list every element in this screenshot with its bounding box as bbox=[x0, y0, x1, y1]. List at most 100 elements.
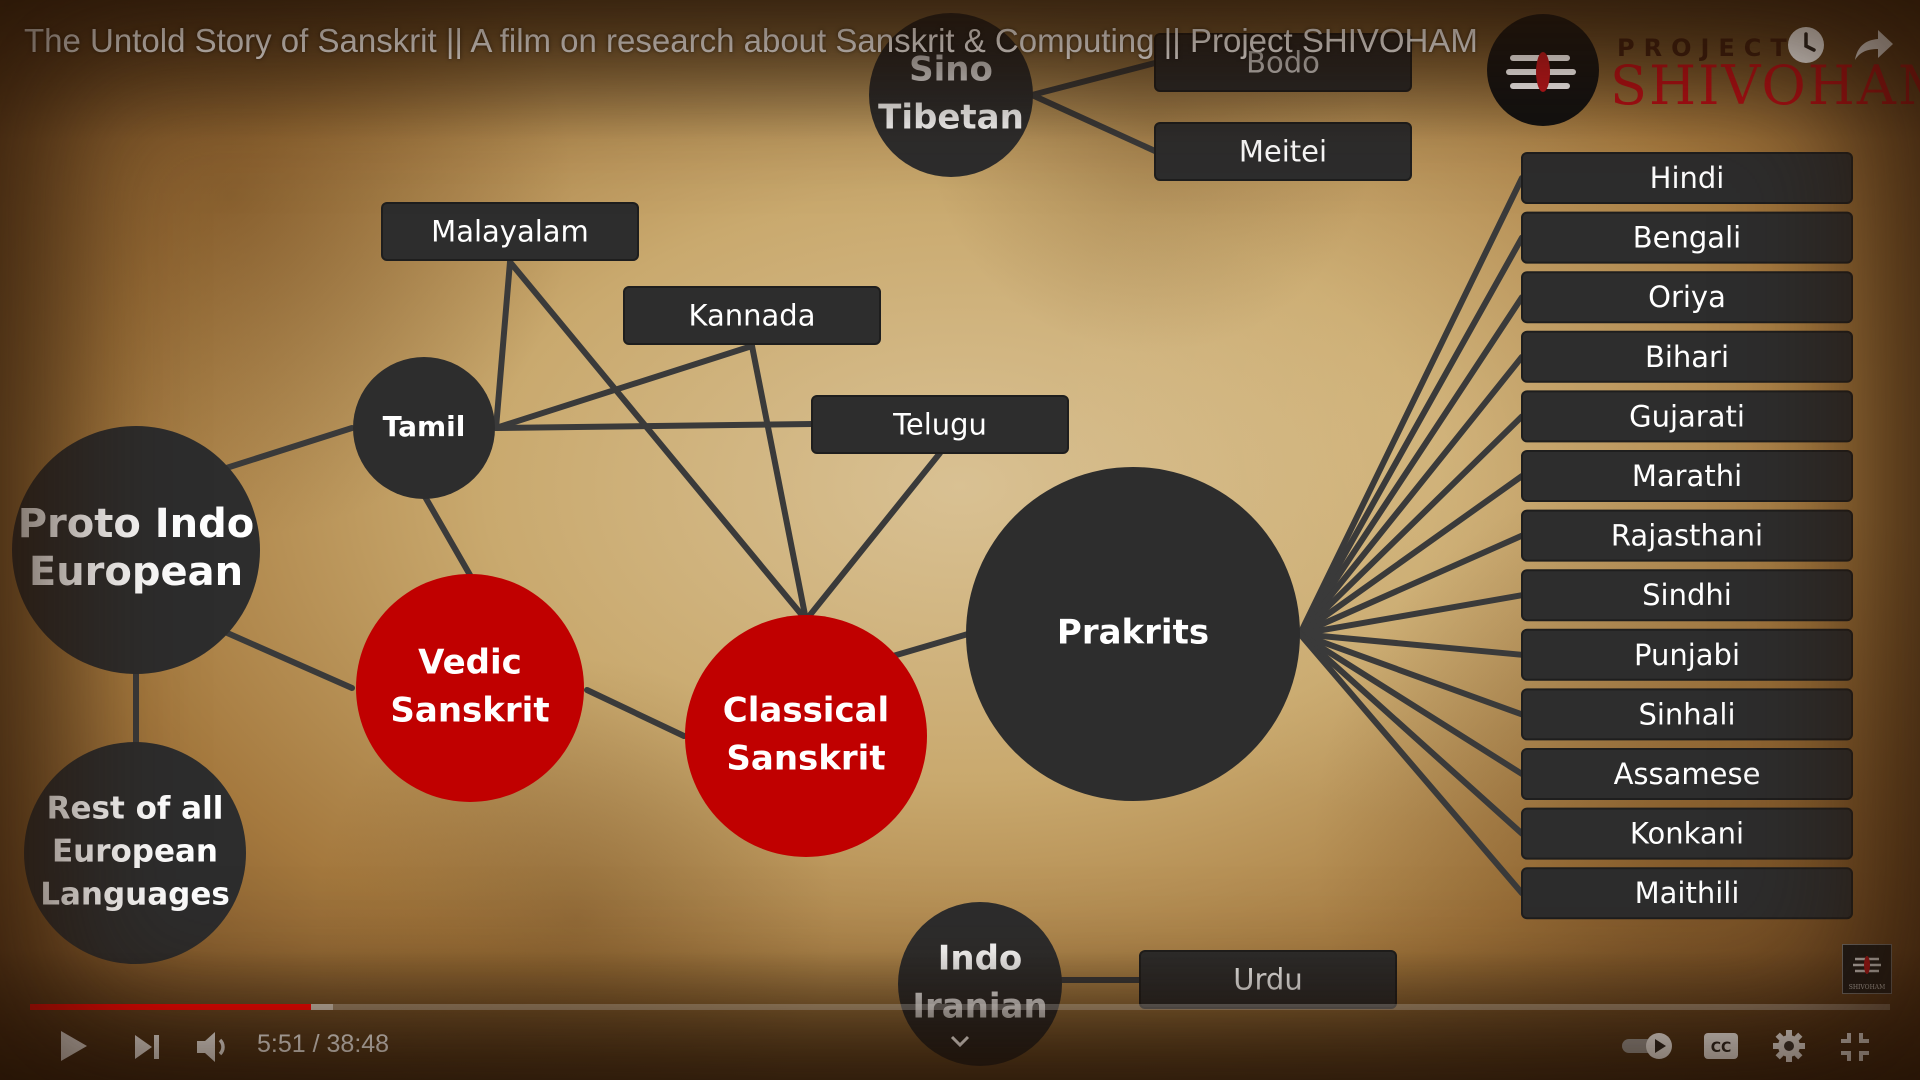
node-circle bbox=[356, 574, 584, 802]
node-circle bbox=[869, 13, 1033, 177]
captions-button[interactable]: CC bbox=[1702, 1030, 1740, 1066]
project-shivoham-logo: PROJECT SHIVOHAM bbox=[1487, 14, 1920, 130]
box-label: Punjabi bbox=[1634, 638, 1740, 672]
prakrit-connector-line bbox=[1297, 353, 1525, 637]
progress-played bbox=[30, 1004, 311, 1010]
box-prakrit-language: Sindhi bbox=[1521, 569, 1853, 622]
prakrit-connector-line bbox=[1297, 592, 1525, 637]
node-label: Tibetan bbox=[878, 98, 1024, 138]
node-label: Languages bbox=[40, 877, 230, 913]
box-label: Sinhali bbox=[1638, 697, 1735, 731]
box-prakrit-language: Bengali bbox=[1521, 211, 1853, 264]
box-rect bbox=[1521, 688, 1853, 741]
box-rect bbox=[1521, 569, 1853, 622]
gear-icon bbox=[1773, 1030, 1805, 1062]
box-rect bbox=[1521, 271, 1853, 324]
share-arrow-icon bbox=[1855, 30, 1893, 60]
box-prakrit-language: Konkani bbox=[1521, 807, 1853, 860]
box-prakrit-language: Sinhali bbox=[1521, 688, 1853, 741]
watermark-text: SHIVOHAM bbox=[1848, 984, 1886, 991]
play-button[interactable] bbox=[52, 1026, 92, 1070]
exit-fullscreen-icon bbox=[1841, 1033, 1869, 1061]
box-label: Marathi bbox=[1632, 459, 1742, 493]
box-rect bbox=[1521, 450, 1853, 502]
node-label: Sanskrit bbox=[726, 739, 885, 779]
node-prakrits: Prakrits bbox=[966, 467, 1300, 801]
share-button[interactable] bbox=[1851, 22, 1897, 68]
node-circle bbox=[24, 742, 246, 964]
time-display: 5:51 / 38:48 bbox=[257, 1030, 389, 1059]
prakrit-connector-line bbox=[1297, 175, 1525, 637]
connector-line bbox=[803, 450, 943, 623]
exit-fullscreen-button[interactable] bbox=[1838, 1030, 1872, 1068]
connector-line bbox=[1029, 60, 1158, 98]
chapter-expand-button[interactable] bbox=[947, 1030, 973, 1056]
autoplay-toggle[interactable] bbox=[1620, 1030, 1676, 1066]
box-bodo: Bodo bbox=[1154, 33, 1412, 92]
node-circle bbox=[12, 426, 260, 674]
box-rect bbox=[1521, 867, 1853, 920]
node-label: Sanskrit bbox=[390, 691, 549, 731]
connector-line bbox=[222, 629, 355, 691]
box-prakrit-language: Maithili bbox=[1521, 867, 1853, 920]
video-title[interactable]: The Untold Story of Sanskrit || A film o… bbox=[24, 22, 1478, 59]
connector-line bbox=[421, 492, 473, 578]
diagram-boxes: MalayalamKannadaTeluguBodoMeiteiUrduHind… bbox=[381, 33, 1853, 1009]
box-label: Konkani bbox=[1630, 817, 1744, 851]
box-rect bbox=[1154, 122, 1412, 181]
channel-watermark[interactable]: SHIVOHAM bbox=[1842, 944, 1892, 994]
box-rect bbox=[623, 286, 881, 345]
time-separator: / bbox=[305, 1030, 327, 1058]
box-prakrit-language: Gujarati bbox=[1521, 390, 1853, 443]
connector-line bbox=[749, 343, 809, 623]
logo-project-text: PROJECT bbox=[1617, 34, 1796, 62]
prakrit-connector-line bbox=[1297, 413, 1525, 637]
connector-line bbox=[507, 259, 809, 623]
box-rect bbox=[1521, 152, 1853, 204]
prakrit-connector-line bbox=[1297, 631, 1525, 897]
shivoham-emblem bbox=[1487, 14, 1599, 126]
box-label: Bihari bbox=[1645, 340, 1729, 374]
node-vedic: Vedic Sanskrit bbox=[356, 574, 584, 802]
cc-icon: CC bbox=[1704, 1033, 1738, 1059]
box-rect bbox=[1154, 33, 1412, 92]
top-gradient bbox=[0, 0, 1920, 140]
svg-text:CC: CC bbox=[1711, 1040, 1732, 1056]
box-rect bbox=[1521, 509, 1853, 562]
node-circle bbox=[353, 357, 495, 499]
box-label: Assamese bbox=[1614, 757, 1761, 791]
box-prakrit-language: Marathi bbox=[1521, 450, 1853, 502]
node-classical: Classical Sanskrit bbox=[685, 615, 927, 857]
volume-icon bbox=[197, 1032, 225, 1062]
box-prakrit-language: Rajasthani bbox=[1521, 509, 1853, 562]
box-rect bbox=[1521, 211, 1853, 264]
box-kannada: Kannada bbox=[623, 286, 881, 345]
node-label: Classical bbox=[723, 691, 889, 731]
box-rect bbox=[381, 202, 639, 261]
node-label: Vedic bbox=[418, 643, 522, 683]
next-button[interactable] bbox=[130, 1030, 164, 1068]
settings-button[interactable] bbox=[1771, 1028, 1807, 1068]
box-label: Bodo bbox=[1246, 46, 1320, 80]
box-prakrit-language: Hindi bbox=[1521, 152, 1853, 204]
box-label: Maithili bbox=[1635, 876, 1740, 910]
box-label: Kannada bbox=[689, 299, 816, 333]
box-label: Malayalam bbox=[431, 215, 589, 249]
box-rect bbox=[1521, 330, 1853, 383]
node-label: Proto Indo bbox=[18, 501, 255, 547]
time-current: 5:51 bbox=[257, 1030, 306, 1058]
node-label: European bbox=[52, 834, 218, 870]
progress-bar[interactable] bbox=[30, 1004, 1890, 1010]
connector-line bbox=[890, 631, 971, 659]
box-label: Sindhi bbox=[1642, 578, 1732, 612]
watch-later-button[interactable] bbox=[1783, 22, 1829, 68]
autoplay-toggle-icon bbox=[1622, 1033, 1672, 1059]
volume-button[interactable] bbox=[193, 1027, 233, 1071]
box-label: Meitei bbox=[1239, 135, 1327, 169]
prakrit-connector-line bbox=[1297, 631, 1525, 718]
box-label: Oriya bbox=[1648, 280, 1726, 314]
bottom-gradient bbox=[0, 950, 1920, 1080]
